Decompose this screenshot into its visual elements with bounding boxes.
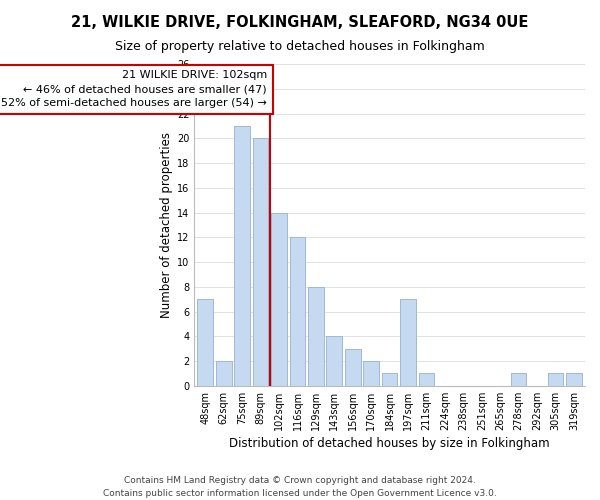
Y-axis label: Number of detached properties: Number of detached properties: [160, 132, 173, 318]
Bar: [382, 374, 397, 386]
Bar: [216, 361, 232, 386]
Bar: [197, 299, 213, 386]
Bar: [364, 361, 379, 386]
Text: 21, WILKIE DRIVE, FOLKINGHAM, SLEAFORD, NG34 0UE: 21, WILKIE DRIVE, FOLKINGHAM, SLEAFORD, …: [71, 15, 529, 30]
X-axis label: Distribution of detached houses by size in Folkingham: Distribution of detached houses by size …: [229, 437, 550, 450]
Bar: [253, 138, 268, 386]
Bar: [345, 348, 361, 386]
Bar: [511, 374, 526, 386]
Bar: [566, 374, 582, 386]
Bar: [308, 287, 324, 386]
Bar: [235, 126, 250, 386]
Text: Contains HM Land Registry data © Crown copyright and database right 2024.
Contai: Contains HM Land Registry data © Crown c…: [103, 476, 497, 498]
Bar: [419, 374, 434, 386]
Bar: [326, 336, 342, 386]
Text: Size of property relative to detached houses in Folkingham: Size of property relative to detached ho…: [115, 40, 485, 53]
Bar: [548, 374, 563, 386]
Text: 21 WILKIE DRIVE: 102sqm
← 46% of detached houses are smaller (47)
52% of semi-de: 21 WILKIE DRIVE: 102sqm ← 46% of detache…: [1, 70, 267, 108]
Bar: [271, 212, 287, 386]
Bar: [290, 238, 305, 386]
Bar: [400, 299, 416, 386]
